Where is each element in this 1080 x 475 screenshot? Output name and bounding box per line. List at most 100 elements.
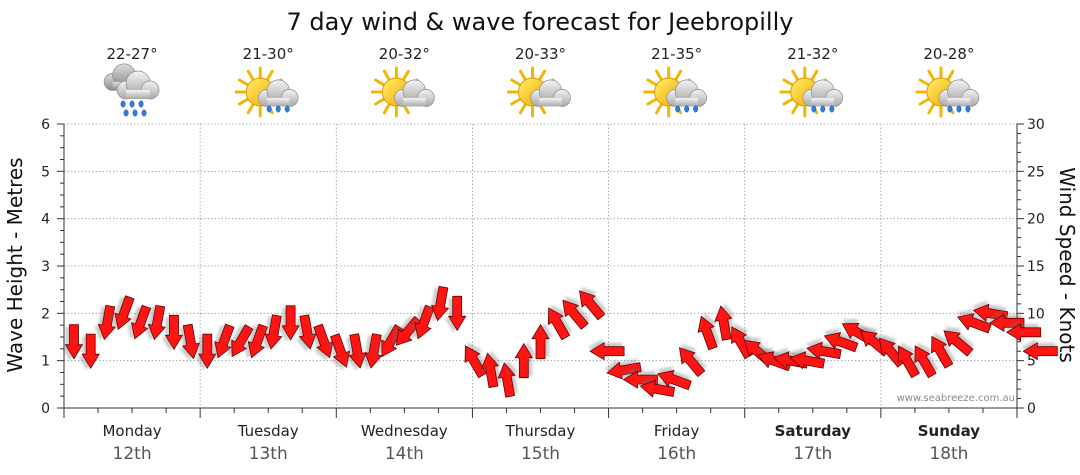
wind-arrow-body: [562, 299, 589, 330]
wind-arrow: [579, 286, 607, 321]
wind-arrow: [427, 285, 450, 322]
day-label: Tuesday: [237, 422, 299, 440]
wind-arrow-body: [414, 304, 435, 340]
wind-arrow: [604, 358, 642, 380]
wind-arrow: [94, 304, 116, 341]
wind-arrow-body: [164, 314, 184, 351]
cloud-shape: [938, 79, 980, 107]
wind-arrow: [1004, 319, 1042, 342]
day-label: Sunday: [918, 422, 981, 440]
wind-arrow: [227, 324, 254, 358]
cloud-shape: [666, 79, 707, 107]
wind-arrow-body: [447, 295, 467, 332]
y-axis-left-label: Wave Height - Metres: [3, 157, 27, 372]
wind-arrow: [897, 342, 922, 379]
wind-arrow-body: [547, 307, 571, 341]
wind-arrow-body: [231, 324, 254, 358]
y-right-tick-label: 30: [1027, 117, 1045, 133]
date-label: 12th: [113, 444, 152, 464]
y-left-tick-label: 6: [41, 117, 50, 133]
wind-arrow: [345, 333, 367, 371]
wind-arrow: [480, 350, 502, 389]
cloud-shape: [257, 79, 299, 107]
wind-arrow-body: [931, 335, 954, 369]
wind-arrow-body: [697, 315, 718, 351]
wind-arrow-body: [914, 345, 937, 379]
sun-cloud-rain-icon: [779, 66, 844, 118]
wind-arrow: [78, 333, 100, 371]
day-label: Friday: [654, 422, 700, 440]
wind-arrow-body: [430, 285, 450, 322]
wind-arrow-body: [823, 332, 859, 353]
day-label: Saturday: [775, 422, 852, 440]
wind-arrow: [161, 314, 184, 352]
wind-arrow-body: [1005, 323, 1042, 342]
wind-arrow-body: [789, 351, 826, 370]
temperature-range: 21-30°: [243, 45, 294, 63]
wind-arrow-body: [531, 323, 550, 360]
wind-arrow: [260, 314, 283, 351]
chart-title: 7 day wind & wave forecast for Jeebropil…: [287, 8, 794, 36]
day-label: Thursday: [505, 422, 576, 440]
date-label: 13th: [249, 444, 288, 464]
day-label: Wednesday: [361, 422, 448, 440]
wind-arrow-body: [147, 304, 166, 341]
wind-arrow: [588, 338, 625, 361]
wind-arrow: [657, 366, 692, 391]
wind-arrow-body: [806, 341, 842, 360]
wind-arrow-body: [678, 347, 706, 378]
wind-arrow-body: [657, 370, 692, 391]
date-label: 15th: [521, 444, 560, 464]
x-axis-day-labels: Monday 12th Tuesday 13th Wednesday 14th Thursd…: [102, 422, 980, 464]
y-right-tick-label: 15: [1027, 259, 1045, 275]
sun-cloud-rain-icon: [915, 66, 980, 118]
date-label: 16th: [657, 444, 696, 464]
wind-arrow-body: [480, 352, 500, 389]
rain-drops: [947, 105, 971, 113]
wind-arrow: [61, 324, 84, 361]
wind-arrow-body: [348, 333, 367, 369]
wind-arrow: [327, 333, 351, 371]
temperature-range: 22-27°: [107, 45, 158, 63]
wind-arrow-body: [464, 345, 487, 379]
y-left-tick-label: 1: [41, 354, 50, 370]
y-right-tick-label: 10: [1027, 306, 1045, 322]
y-left-tick-label: 4: [41, 212, 50, 228]
y-right-tick-label: 25: [1027, 164, 1045, 180]
sun-cloud-rain-icon: [234, 66, 299, 118]
wind-arrow: [295, 314, 317, 352]
wind-arrow-body: [579, 290, 606, 321]
wind-arrow-body: [247, 323, 268, 359]
wind-arrow: [823, 328, 859, 353]
wind-arrow: [444, 295, 467, 333]
rain-drops: [266, 105, 290, 113]
sun-cloud-rain-icon: [643, 66, 707, 118]
y-right-tick-label: 20: [1027, 212, 1045, 228]
wind-arrow: [179, 323, 201, 362]
wind-arrow-body: [81, 333, 100, 369]
wind-arrow: [943, 326, 974, 357]
wind-arrow-body: [714, 305, 733, 341]
wind-arrow-body: [514, 342, 534, 379]
credit-text: www.seabreeze.com.au: [897, 393, 1015, 404]
sun-cloud-icon: [507, 66, 571, 118]
wind-arrow-body: [497, 362, 516, 398]
wind-arrow: [805, 338, 842, 360]
wind-arrow-body: [281, 305, 300, 341]
cloud-shape: [530, 79, 571, 107]
wind-arrow-body: [639, 379, 676, 398]
rain-cloud-icon: [103, 63, 160, 117]
wind-arrow-body: [64, 324, 84, 360]
wind-arrow: [562, 296, 590, 330]
wind-arrow: [243, 323, 268, 359]
y-right-tick-label: 0: [1027, 401, 1036, 417]
cloud-shape: [116, 70, 160, 100]
wind-arrow: [931, 332, 956, 369]
weather-row: 22-27° 21-30° 20-32° 20-33° 21-35° 21-32° 20-2…: [103, 45, 980, 118]
wind-arrow: [514, 341, 537, 379]
wind-arrow: [789, 347, 826, 370]
wind-arrow: [714, 303, 736, 341]
temperature-range: 20-33°: [515, 45, 566, 63]
rain-drops: [120, 100, 147, 117]
